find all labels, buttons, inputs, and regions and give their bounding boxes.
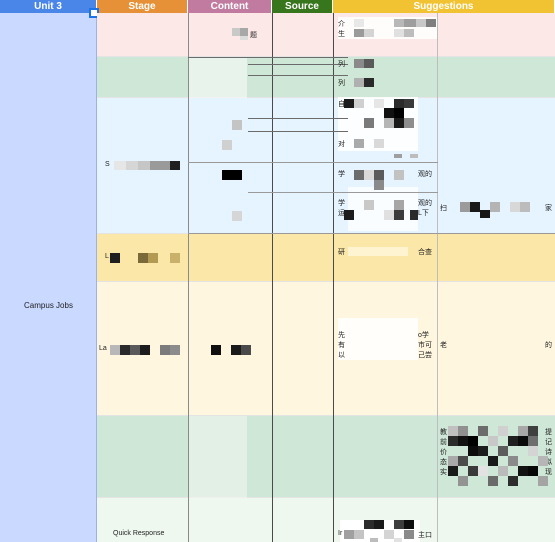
r4-stage: L bbox=[105, 253, 109, 260]
r5-sugg-d-tail: 的 bbox=[545, 342, 552, 349]
r6-sugg-d: 态 bbox=[440, 459, 447, 466]
r6-sugg-b: 前 bbox=[440, 439, 447, 446]
r3-sugg-d-tail: 观的 bbox=[418, 200, 432, 207]
grid-line-h8 bbox=[188, 233, 555, 234]
r4-sugg-a-tail: 合查 bbox=[418, 249, 432, 256]
grid-line-h4 bbox=[248, 118, 348, 119]
r6-sugg-c-tail: 诗 bbox=[545, 449, 552, 456]
grid-line-h2 bbox=[248, 64, 348, 65]
content-block-1 bbox=[189, 57, 247, 98]
r3-sugg-d: 学 bbox=[338, 200, 345, 207]
r5-sugg-b: 有 bbox=[338, 342, 345, 349]
header-content[interactable]: Content bbox=[188, 0, 272, 13]
r6-sugg-b-tail: 记 bbox=[545, 439, 552, 446]
row-band-4[interactable] bbox=[97, 234, 555, 282]
row-band-7[interactable] bbox=[97, 498, 555, 542]
r2-sugg-b: 列 bbox=[338, 80, 345, 87]
r7-stage: Quick Response bbox=[113, 530, 165, 537]
grid-line-v3 bbox=[333, 13, 334, 542]
row-band-2[interactable] bbox=[97, 57, 555, 98]
r5-sugg-d: 老 bbox=[440, 342, 447, 349]
r3-stage: S bbox=[105, 161, 110, 168]
r7-sugg-a-tail: 主口 bbox=[418, 532, 432, 539]
r3-sugg-c-tail: 观的 bbox=[418, 171, 432, 178]
grid-line-v2 bbox=[272, 13, 273, 542]
row-band-1[interactable] bbox=[97, 13, 555, 57]
r3-sugg-d2: 运 bbox=[338, 210, 345, 217]
unit-label: Campus Jobs bbox=[24, 301, 73, 310]
grid-line-h5 bbox=[248, 131, 348, 132]
r3-sugg-d2-tail: L下 bbox=[418, 210, 429, 217]
header-suggestions[interactable]: Suggestions bbox=[333, 0, 555, 13]
r5-sugg-c-tail: 己尝 bbox=[418, 352, 432, 359]
grid-line-h3 bbox=[248, 75, 348, 76]
r3-sugg-e-tail: 家 bbox=[545, 205, 552, 212]
r3-sugg-e: 扫 bbox=[440, 205, 447, 212]
sugg-block-4 bbox=[338, 318, 418, 360]
r5-sugg-a-tail: o学 bbox=[418, 332, 429, 339]
r1-sugg-b: 生 bbox=[338, 31, 345, 38]
r6-sugg-d-tail: 拟 bbox=[545, 459, 552, 466]
grid-line-v4 bbox=[437, 13, 438, 542]
grid-line-v1 bbox=[188, 13, 189, 542]
r3-sugg-c: 学 bbox=[338, 171, 345, 178]
grid-line-h1 bbox=[188, 57, 348, 58]
r6-sugg-a-tail: 提 bbox=[545, 429, 552, 436]
grid-line-h7 bbox=[248, 192, 438, 193]
r5-sugg-c: 以 bbox=[338, 352, 345, 359]
r6-sugg-e: 实 bbox=[440, 469, 447, 476]
grid-line-h6 bbox=[188, 162, 438, 163]
header-unit[interactable]: Unit 3 bbox=[0, 0, 97, 13]
r3-sugg-a: 自 bbox=[338, 101, 345, 108]
r3-sugg-b: 对 bbox=[338, 141, 345, 148]
r4-sugg-a: 研 bbox=[338, 249, 345, 256]
sugg-block-3 bbox=[348, 187, 418, 231]
r6-sugg-c: 价 bbox=[440, 449, 447, 456]
r6-sugg-e-tail: 现 bbox=[545, 469, 552, 476]
r1-sugg-a: 介 bbox=[338, 21, 345, 28]
r6-sugg-a: 教 bbox=[440, 429, 447, 436]
content-block-2 bbox=[189, 416, 247, 498]
r7-sugg-a: Ir bbox=[338, 530, 343, 537]
r1-content-suffix: 题 bbox=[250, 32, 257, 39]
unit-column-cell[interactable] bbox=[0, 13, 97, 542]
r5-sugg-b-tail: 市可 bbox=[418, 342, 432, 349]
header-stage[interactable]: Stage bbox=[97, 0, 188, 13]
r2-sugg-a: 列 bbox=[338, 61, 345, 68]
header-source[interactable]: Source bbox=[272, 0, 333, 13]
r5-stage: La bbox=[99, 345, 107, 352]
r5-sugg-a: 先 bbox=[338, 332, 345, 339]
